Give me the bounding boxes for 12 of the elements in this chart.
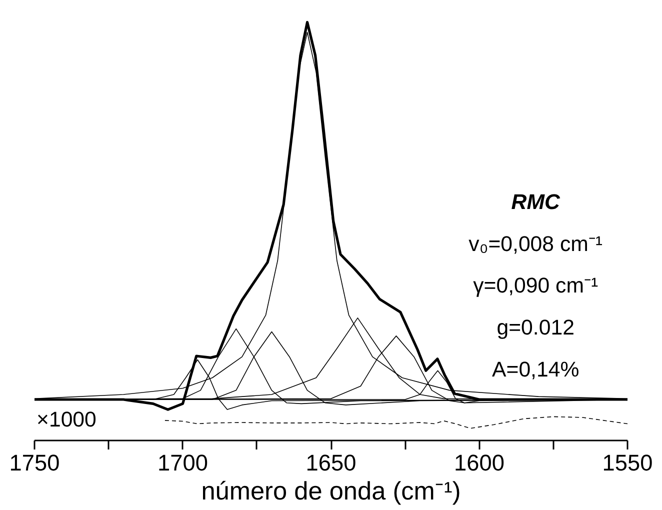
x-tick-label: 1550 (602, 450, 653, 476)
annotation: ×1000 (36, 408, 97, 432)
annotation: γ=0,090 cm⁻¹ (473, 274, 598, 298)
annotation: v₀=0,008 cm⁻¹ (468, 232, 602, 256)
x-axis-title: número de onda (cm⁻¹) (201, 478, 461, 506)
annotation: g=0.012 (496, 316, 574, 340)
x-tick-label: 1700 (158, 450, 208, 476)
annotation: RMC (511, 190, 560, 214)
annotation: A=0,14% (492, 357, 580, 382)
x-tick-label: 1750 (9, 450, 60, 476)
x-tick-label: 1650 (306, 450, 356, 476)
x-tick-label: 1600 (454, 450, 504, 476)
